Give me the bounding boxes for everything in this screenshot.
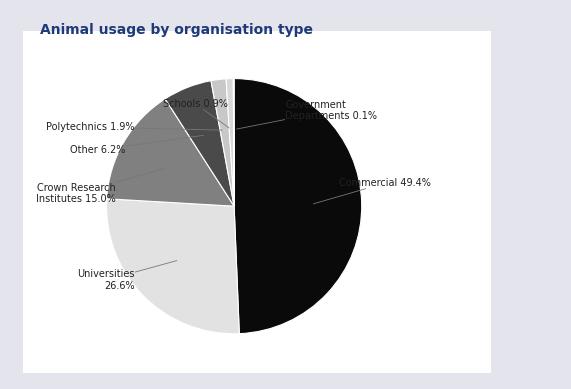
Text: Universities
26.6%: Universities 26.6% [77, 261, 177, 291]
Text: Crown Research
Institutes 15.0%: Crown Research Institutes 15.0% [36, 168, 166, 204]
Wedge shape [107, 199, 239, 334]
Text: Commercial 49.4%: Commercial 49.4% [313, 178, 431, 204]
Wedge shape [211, 79, 234, 206]
Wedge shape [226, 79, 234, 206]
Text: Government
Departments 0.1%: Government Departments 0.1% [236, 100, 377, 129]
Wedge shape [107, 99, 234, 206]
Text: Other 6.2%: Other 6.2% [70, 135, 203, 155]
Wedge shape [234, 79, 361, 334]
Text: Polytechnics 1.9%: Polytechnics 1.9% [46, 122, 222, 132]
Wedge shape [165, 81, 234, 206]
Text: Animal usage by organisation type: Animal usage by organisation type [40, 23, 313, 37]
Text: Schools 0.9%: Schools 0.9% [163, 99, 229, 128]
